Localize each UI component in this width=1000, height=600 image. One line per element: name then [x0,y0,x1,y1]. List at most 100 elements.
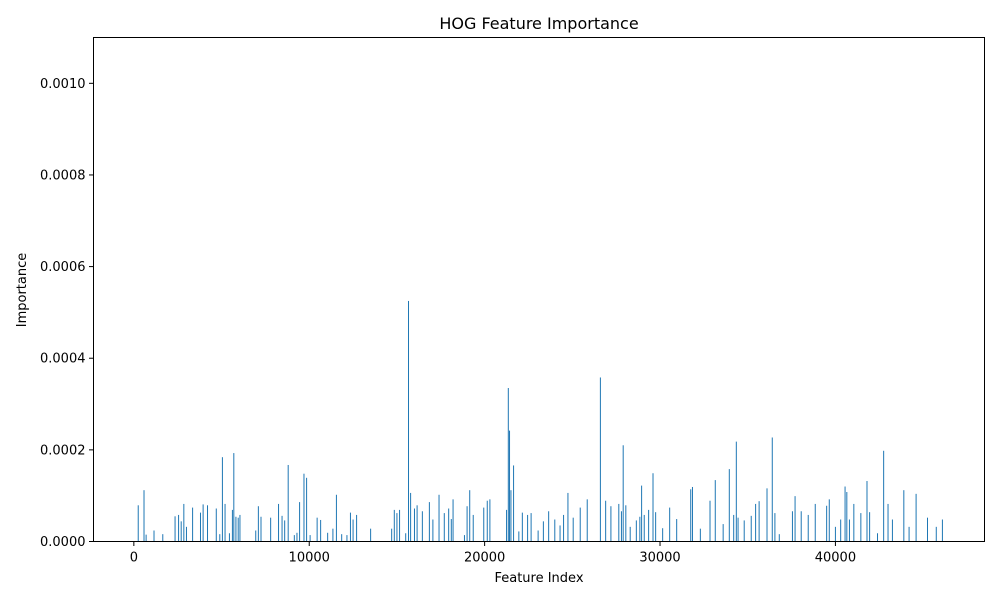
plot-frame [93,37,985,542]
bar [844,486,846,542]
bar [618,503,620,542]
bar [489,499,491,542]
bar [349,512,351,542]
bar [421,511,423,542]
y-axis-label: Importance [15,253,30,328]
bar [270,517,272,542]
bar [231,509,233,542]
bar [737,517,739,542]
bar [807,514,809,542]
bar [828,499,830,542]
bar [162,534,164,542]
bar [192,507,194,542]
chart-title: HOG Feature Importance [439,14,638,33]
bar [352,519,354,542]
bar [413,508,415,542]
bar [891,519,893,542]
y-tick-label: 0.0008 [40,168,86,183]
bar-series [137,300,943,542]
bar [714,480,716,542]
y-tick-label: 0.0006 [40,260,86,275]
bar [559,525,561,542]
bar [728,469,730,542]
bar [755,503,757,542]
bar [153,530,155,542]
bar [221,457,223,542]
bar [405,533,407,542]
bar [199,512,201,542]
bar [452,499,454,542]
bar [572,517,574,542]
bar [860,513,862,542]
bar [883,450,885,542]
bar [202,504,204,542]
bar [224,503,226,542]
bar [335,494,337,542]
bar [143,490,145,542]
bar [941,519,943,542]
bar [869,512,871,542]
bar [691,486,693,542]
bar [486,500,488,542]
bar [774,513,776,542]
bar [509,430,511,542]
y-tick-label: 0.0010 [40,77,86,92]
bar [927,517,928,542]
bar [327,532,329,542]
bar [826,505,828,542]
bar [443,513,445,542]
bar [239,514,241,542]
bar [563,514,565,542]
bar [237,517,239,542]
y-tick-label: 0.0004 [40,352,86,367]
bar [537,530,539,542]
bar [846,492,848,542]
bar [690,489,692,542]
x-tick-label: 40000 [815,551,856,566]
bar [586,499,588,542]
bar [722,524,724,542]
bar [438,494,440,542]
bar [643,514,645,542]
bar [370,528,372,542]
bar [639,516,641,542]
bar [228,533,230,542]
bar [908,526,910,542]
bar [662,528,664,542]
bar [513,465,515,542]
bar [332,528,334,542]
x-axis-ticks: 0 10000 20000 30000 40000 [130,541,856,566]
bar [652,473,654,542]
bar [260,516,262,542]
bar [483,507,485,542]
bar [848,519,850,542]
bar [303,473,305,542]
bar [567,492,569,542]
bar [778,534,780,542]
bar [137,505,139,542]
bar [887,503,889,542]
bar [296,532,298,542]
bar [699,528,701,542]
bar [180,521,182,542]
bar [316,517,318,542]
bar [293,535,295,542]
bar [840,519,842,542]
x-tick-label: 20000 [464,551,505,566]
x-tick-label: 0 [130,551,138,566]
bar [750,515,752,542]
bar [299,502,301,542]
bar [610,506,612,542]
bar [676,519,678,542]
bar [469,490,471,542]
bar [416,505,418,542]
bar [579,507,581,542]
bar [542,521,544,542]
bar [391,528,393,542]
bar [233,453,235,542]
bar [800,511,802,542]
bar [648,509,650,542]
bar [766,488,768,542]
bar [463,535,465,542]
